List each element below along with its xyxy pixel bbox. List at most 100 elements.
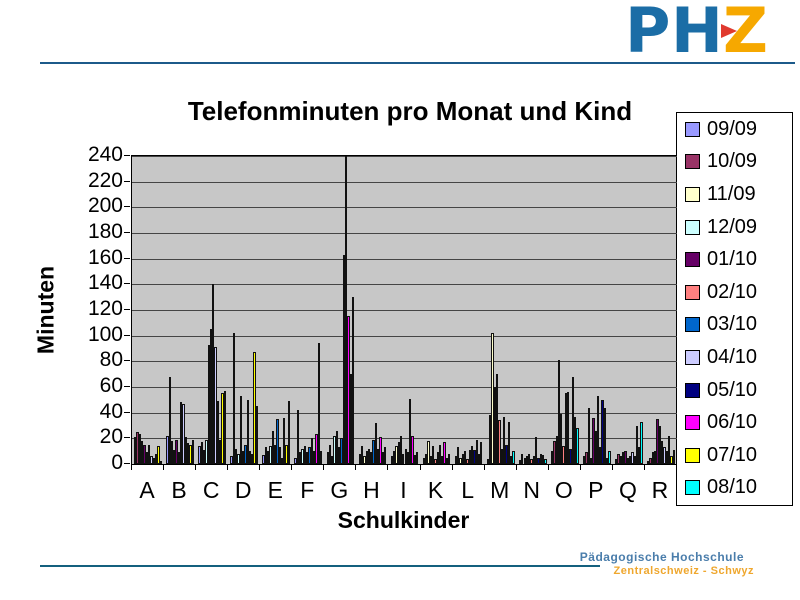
footer-institution-name: Pädagogische Hochschule <box>579 550 744 564</box>
bar-O-06/10 <box>571 376 575 464</box>
bar-B-04/10 <box>182 403 185 464</box>
y-tick-mark <box>124 360 130 362</box>
y-tick-label: 160 <box>87 245 123 269</box>
bar-P-12/09 <box>589 457 593 464</box>
bar-E-04/10 <box>278 447 281 464</box>
x-category-label-R: R <box>651 477 669 503</box>
bar-C-02/10 <box>209 329 213 464</box>
bar-I-09/09 <box>390 456 393 464</box>
y-tick-mark <box>124 232 130 233</box>
bar-C-07/10 <box>221 393 224 464</box>
bar-H-05/10 <box>377 448 380 464</box>
legend-swatch <box>685 447 700 463</box>
bar-F-12/09 <box>301 448 304 464</box>
bar-M-06/10 <box>507 421 510 464</box>
bar-M-12/09 <box>493 387 497 464</box>
x-tick-mark <box>451 464 453 470</box>
x-axis-title: Schulkinder <box>337 507 470 533</box>
y-tick-mark <box>124 463 130 464</box>
legend-label: 07/10 <box>707 443 758 466</box>
x-category-label-A: A <box>139 477 155 503</box>
bar-C-01/10 <box>207 344 210 464</box>
bar-P-02/10 <box>594 430 597 464</box>
bar-K-04/10 <box>438 444 442 464</box>
x-tick-mark <box>259 464 261 470</box>
y-tick-label: 200 <box>87 194 123 218</box>
bar-G-07/10 <box>349 374 352 464</box>
bar-I-10/09 <box>392 451 396 464</box>
bar-B-01/10 <box>175 439 178 464</box>
bar-A-02/10 <box>145 452 149 464</box>
bar-H-02/10 <box>370 452 373 464</box>
x-tick-mark <box>579 464 581 470</box>
bar-F-01/10 <box>303 446 306 464</box>
bar-E-05/10 <box>280 457 284 464</box>
x-tick-mark <box>547 464 549 470</box>
bar-G-02/10 <box>338 447 341 464</box>
bar-P-07/10 <box>606 457 609 464</box>
bar-I-07/10 <box>413 455 417 464</box>
bar-Q-01/10 <box>624 451 627 464</box>
bar-D-01/10 <box>239 395 242 464</box>
legend-item-03/10: 03/10 <box>677 309 792 342</box>
bar-A-12/09 <box>141 440 144 464</box>
bar-D-02/10 <box>241 451 245 464</box>
bar-P-03/10 <box>596 395 600 464</box>
legend-swatch <box>685 154 700 170</box>
bar-P-08/10 <box>608 451 611 464</box>
bar-Q-07/10 <box>638 447 641 464</box>
bar-Q-10/09 <box>617 453 620 464</box>
x-tick-mark <box>515 464 517 470</box>
bar-A-11/09 <box>138 434 142 464</box>
bar-Q-03/10 <box>628 456 632 464</box>
bar-K-12/09 <box>429 456 432 464</box>
legend-swatch <box>685 219 700 235</box>
gridline <box>132 156 677 157</box>
bar-O-03/10 <box>564 393 568 464</box>
legend-swatch <box>685 121 700 137</box>
footer-rule <box>40 565 600 567</box>
bar-M-01/10 <box>496 374 499 464</box>
bar-N-05/10 <box>537 457 540 464</box>
bar-H-08/10 <box>383 447 387 464</box>
bar-C-12/09 <box>205 439 208 464</box>
bar-N-12/09 <box>525 456 529 464</box>
x-category-label-Q: Q <box>618 477 637 503</box>
bar-D-12/09 <box>237 453 240 464</box>
gridline <box>132 335 677 337</box>
bar-O-04/10 <box>567 392 570 464</box>
bar-L-04/10 <box>470 446 474 464</box>
logo-red-triangle-icon <box>721 24 737 38</box>
bar-R-06/10 <box>667 435 671 464</box>
bar-C-10/09 <box>200 442 203 464</box>
y-tick-mark <box>124 386 130 387</box>
bar-P-06/10 <box>603 407 607 464</box>
bar-H-04/10 <box>374 422 378 464</box>
footer-institution-region: Zentralschweiz - Schwyz <box>613 565 754 577</box>
bar-R-09/09 <box>647 461 650 464</box>
bar-G-08/10 <box>351 297 355 464</box>
legend-swatch <box>685 186 700 202</box>
bar-I-08/10 <box>416 452 419 464</box>
bar-A-10/09 <box>136 431 139 464</box>
legend-item-04/10: 04/10 <box>677 341 792 374</box>
bar-M-07/10 <box>509 456 513 464</box>
x-tick-mark <box>323 464 325 470</box>
y-tick-mark <box>124 155 130 156</box>
legend-label: 05/10 <box>707 378 758 401</box>
legend-label: 10/09 <box>707 150 758 173</box>
x-category-label-L: L <box>461 477 474 503</box>
bar-I-06/10 <box>411 435 414 464</box>
bar-D-03/10 <box>244 444 247 464</box>
legend-item-06/10: 06/10 <box>677 406 792 439</box>
bar-A-03/10 <box>148 444 151 464</box>
legend-swatch <box>685 349 700 365</box>
bar-C-05/10 <box>216 401 220 464</box>
gridline <box>132 233 677 234</box>
plot-area <box>131 155 678 465</box>
bar-K-05/10 <box>441 456 444 464</box>
bar-C-08/10 <box>223 390 226 464</box>
x-tick-mark <box>611 464 613 470</box>
legend-label: 01/10 <box>707 248 758 271</box>
bar-P-01/10 <box>592 417 595 464</box>
